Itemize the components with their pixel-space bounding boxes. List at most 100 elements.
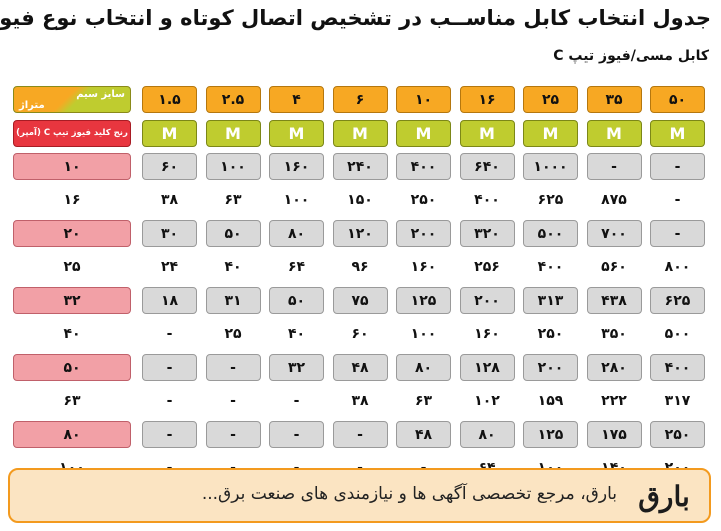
table-cell: ۱۵۰ [347, 192, 373, 208]
wire-size-header: ۴ [269, 86, 324, 113]
table-cell: ۱۰۲ [474, 393, 500, 409]
table-cell: ۸۷۵ [601, 192, 627, 208]
table-cell: - [586, 153, 642, 180]
m-header: M [269, 119, 324, 147]
fuse-amp-label: ۱۶ [63, 192, 81, 208]
table-cell: ۲۸۰ [586, 354, 642, 381]
fuse-amp-label: ۴۰ [63, 326, 81, 342]
table-cell: ۸۰ [459, 421, 515, 448]
table-cell: ۲۴ [160, 259, 179, 275]
table-cell: ۱۰۰ [410, 326, 437, 342]
table-cell: ۶۴ [287, 259, 306, 275]
table-cell: - [332, 421, 388, 448]
table-cell: ۱۶۰ [410, 259, 437, 275]
wire-size-header: ۱.۵ [142, 86, 197, 113]
fuse-amp-label: ۸۰ [13, 421, 131, 448]
wire-size-header: ۳۵ [586, 86, 642, 113]
table-cell: ۱۲۰ [332, 220, 388, 247]
page-title: جدول انتخاب کابل مناســب در تشخیص اتصال … [0, 6, 711, 30]
table-cell: ۶۳ [414, 393, 433, 409]
table-cell: ۱۷۵ [586, 421, 642, 448]
bargh-logo[interactable]: بارق [629, 476, 699, 516]
wire-size-header: ۲.۵ [205, 86, 261, 113]
table-cell: ۲۴۰ [332, 153, 388, 180]
table-cell: ۸۰ [269, 220, 324, 247]
table-cell: ۵۰۰ [664, 326, 691, 342]
table-cell: ۵۰ [269, 287, 324, 314]
logo-text: بارق [638, 479, 690, 513]
table-cell: ۳۱ [205, 287, 261, 314]
table-row: ۶۳ ۳۱۷ ۲۲۲ ۱۵۹ ۱۰۲ ۶۳ ۳۸ - - - [13, 385, 713, 419]
m-header-row: رنج کلید فیوز تیپ C (آمپر) M M M M M M M M M [13, 117, 713, 151]
fuse-amp-label: ۲۵ [63, 259, 81, 275]
table-cell: - [293, 393, 300, 409]
table-row: ۲۵ ۸۰۰ ۵۶۰ ۴۰۰ ۲۵۶ ۱۶۰ ۹۶ ۶۴ ۴۰ ۲۴ [13, 251, 713, 285]
table-cell: ۱۲۵ [523, 421, 578, 448]
table-cell: ۱۰۰ [283, 192, 310, 208]
size-header-row: سایز سیم متراژ ۵۰ ۳۵ ۲۵ ۱۶ ۱۰ ۶ ۴ ۲.۵ ۱.۵ [13, 83, 713, 117]
wire-size-header: ۲۵ [523, 86, 578, 113]
m-header: M [332, 119, 388, 147]
fuse-amp-label: ۶۳ [63, 393, 81, 409]
table-cell: ۴۸ [396, 421, 451, 448]
table-cell: ۶۲۵ [537, 192, 564, 208]
corner-bottom-label: متراژ [19, 99, 45, 111]
table-cell: ۳۲ [269, 354, 324, 381]
table-cell: ۴۰۰ [650, 354, 705, 381]
table-cell: ۲۵ [224, 326, 242, 342]
table-cell: ۸۰۰ [664, 259, 691, 275]
cable-fuse-table: سایز سیم متراژ ۵۰ ۳۵ ۲۵ ۱۶ ۱۰ ۶ ۴ ۲.۵ ۱.۵ رنج کلید … [13, 83, 713, 519]
table-row: ۳۲ ۶۲۵ ۴۳۸ ۳۱۳ ۲۰۰ ۱۲۵ ۷۵ ۵۰ ۳۱ ۱۸ [13, 284, 713, 318]
table-cell: ۳۱۷ [664, 393, 691, 409]
table-cell: ۱۸ [142, 287, 197, 314]
footer-banner[interactable]: بارق بارق، مرجع تخصصی آگهی ها و نیازمندی… [8, 468, 711, 523]
table-cell: - [142, 421, 197, 448]
table-row: ۲۰ -۷۰۰ ۵۰۰ ۳۲۰ ۲۰۰ ۱۲۰ ۸۰ ۵۰ ۳۰ [13, 217, 713, 251]
wire-size-header: ۱۶ [459, 86, 515, 113]
page-subtitle: کابل مسی/فیوز تیپ C [553, 48, 709, 64]
table-cell: ۳۰ [142, 220, 197, 247]
table-cell: - [205, 421, 261, 448]
table-cell: - [166, 326, 173, 342]
table-cell: ۵۰ [205, 220, 261, 247]
wire-size-header: ۵۰ [650, 86, 705, 113]
table-cell: ۸۰ [396, 354, 451, 381]
table-cell: - [269, 421, 324, 448]
table-cell: ۲۵۶ [474, 259, 500, 275]
table-cell: ۳۲۰ [459, 220, 515, 247]
m-header: M [650, 119, 705, 147]
table-cell: ۴۳۸ [586, 287, 642, 314]
table-cell: ۲۰۰ [523, 354, 578, 381]
fuse-amp-label: ۱۰ [13, 153, 131, 180]
wire-size-header: ۱۰ [396, 86, 451, 113]
table-cell: ۲۰۰ [459, 287, 515, 314]
m-header: M [142, 119, 197, 147]
table-cell: ۲۵۰ [650, 421, 705, 448]
table-row: ۱۰- -۱۰۰۰ ۶۴۰ ۴۰۰ ۲۴۰ ۱۶۰ ۱۰۰ ۶۰ [13, 150, 713, 184]
table-cell: ۳۸ [351, 393, 369, 409]
m-header: M [586, 119, 642, 147]
table-cell: ۱۵۹ [537, 393, 564, 409]
table-cell: ۳۵۰ [601, 326, 627, 342]
table-cell: ۱۲۵ [396, 287, 451, 314]
fuse-range-label: رنج کلید فیوز تیپ C (آمپر) [13, 119, 131, 147]
table-cell: ۴۰ [224, 259, 242, 275]
m-header: M [523, 119, 578, 147]
table-cell: ۱۰۰۰ [523, 153, 578, 180]
table-cell: ۷۰۰ [586, 220, 642, 247]
table-cell: ۵۶۰ [601, 259, 627, 275]
table-cell: - [674, 192, 681, 208]
table-row: ۵۰ ۴۰۰ ۲۸۰ ۲۰۰ ۱۲۸ ۸۰ ۴۸ ۳۲- - [13, 351, 713, 385]
table-cell: ۱۲۸ [459, 354, 515, 381]
m-header: M [459, 119, 515, 147]
fuse-amp-label: ۳۲ [13, 287, 131, 314]
corner-header: سایز سیم متراژ [13, 86, 131, 113]
table-cell: - [650, 153, 705, 180]
table-cell: ۳۱۳ [523, 287, 578, 314]
table-cell: ۵۰۰ [523, 220, 578, 247]
table-cell: - [230, 393, 236, 409]
table-cell: ۲۲۲ [601, 393, 627, 409]
table-cell: - [205, 354, 261, 381]
table-row: ۸۰ ۲۵۰ ۱۷۵ ۱۲۵ ۸۰ ۴۸- - - - [13, 418, 713, 452]
table-cell: - [142, 354, 197, 381]
